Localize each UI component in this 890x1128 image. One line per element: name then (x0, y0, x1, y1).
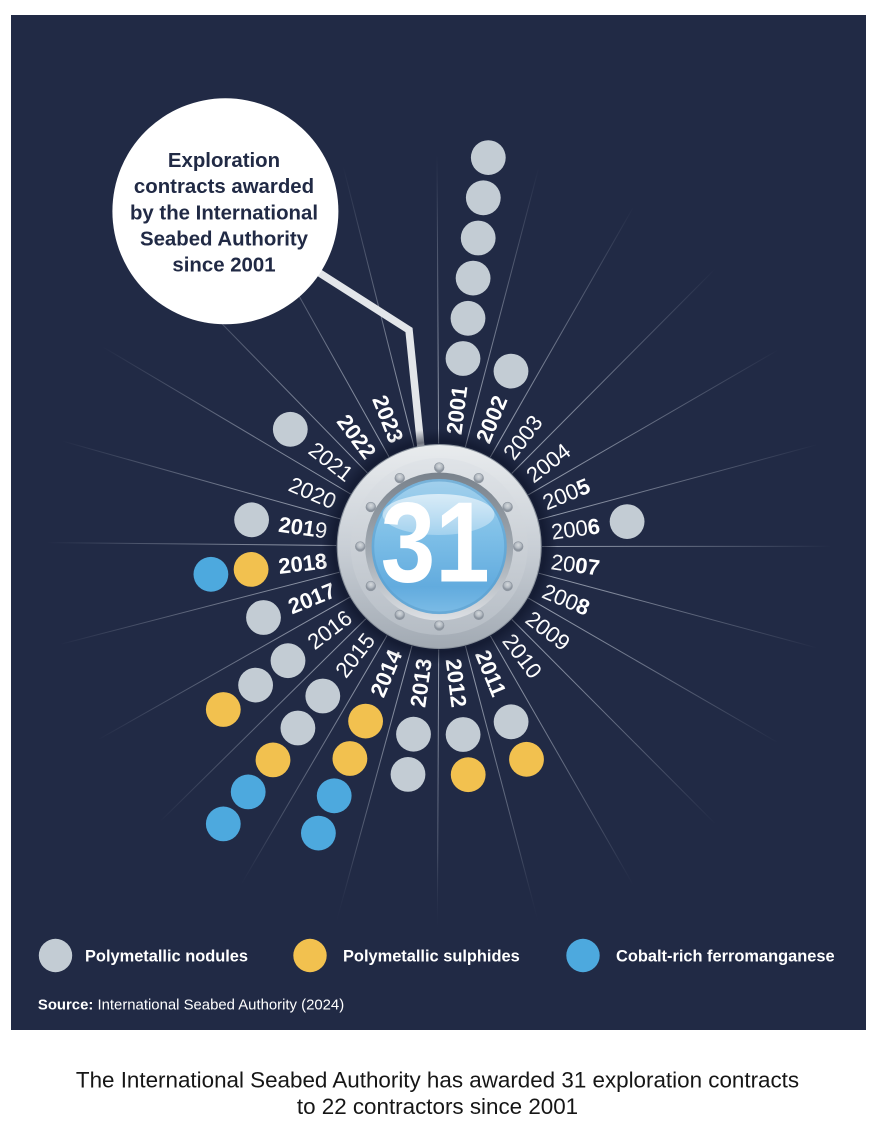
svg-text:2001: 2001 (441, 384, 472, 436)
svg-text:Exploration: Exploration (168, 150, 280, 172)
svg-text:Cobalt-rich ferromanganese: Cobalt-rich ferromanganese (616, 948, 835, 966)
svg-text:since 2001: since 2001 (172, 255, 275, 277)
svg-text:2012: 2012 (441, 657, 472, 709)
svg-text:31: 31 (381, 479, 490, 606)
svg-text:2018: 2018 (277, 548, 329, 579)
svg-text:Seabed Authority: Seabed Authority (140, 229, 309, 251)
svg-text:to 22 contractors since 2001: to 22 contractors since 2001 (297, 1094, 578, 1119)
svg-text:contracts awarded: contracts awarded (134, 176, 314, 198)
svg-text:Source: International Seabed A: Source: International Seabed Authority (… (38, 998, 344, 1014)
svg-text:The International Seabed Autho: The International Seabed Authority has a… (76, 1068, 799, 1093)
svg-text:Polymetallic nodules: Polymetallic nodules (85, 948, 248, 966)
svg-text:by the International: by the International (130, 202, 318, 224)
svg-text:Polymetallic sulphides: Polymetallic sulphides (343, 948, 520, 966)
